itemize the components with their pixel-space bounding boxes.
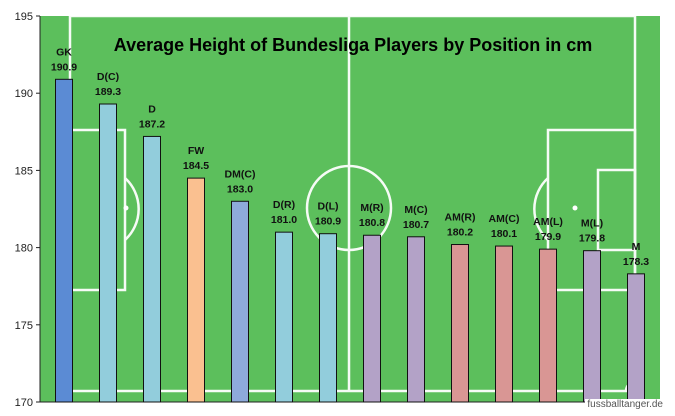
value-label: 179.9: [535, 231, 561, 243]
bar-fw: [187, 177, 205, 403]
category-label: DM(C): [225, 168, 256, 180]
y-tick-label: 190: [15, 88, 33, 100]
y-tick-labels: 170 175 180 185 190 195: [15, 11, 40, 409]
category-label: M: [632, 241, 641, 253]
category-label: D: [148, 103, 156, 115]
value-label: 180.9: [315, 216, 341, 228]
bar-m: [627, 273, 645, 403]
category-label: FW: [188, 145, 204, 157]
value-label: 179.8: [579, 233, 605, 245]
pitch-center-circle: [305, 164, 393, 252]
bar-d: [143, 135, 161, 403]
pitch-background: [40, 14, 660, 402]
category-label: M(R): [360, 202, 383, 214]
pitch-right-goal-area: [596, 168, 637, 252]
value-label: 184.5: [183, 160, 209, 172]
bar-am-r: [451, 244, 469, 403]
category-label: AM(C): [489, 213, 520, 225]
y-tick-label: 170: [15, 397, 33, 409]
bar-m-c: [407, 236, 425, 403]
bar-am-l: [539, 248, 557, 403]
bar-m-r: [363, 234, 381, 403]
category-label: D(L): [318, 201, 339, 213]
bar-labels: GK 190.9 D(C) 189.3 D 187.2 FW 184.5 DM(C) 183.0 D…: [51, 46, 649, 268]
value-label: 180.1: [491, 228, 517, 240]
value-label: 183.0: [227, 183, 253, 195]
bar-d-c: [99, 103, 117, 403]
chart-title: Average Height of Bundesliga Players by …: [114, 35, 592, 55]
value-label: 189.3: [95, 86, 121, 98]
value-label: 190.9: [51, 61, 77, 73]
bar-gk: [55, 78, 73, 403]
bar-d-l: [319, 233, 337, 403]
pitch-left-arc: [124, 177, 140, 241]
value-label: 187.2: [139, 118, 165, 130]
category-label: D(R): [273, 199, 295, 211]
pitch-right-penalty-spot: [572, 205, 578, 211]
category-label: M(C): [404, 204, 427, 216]
category-label: AM(R): [445, 212, 476, 224]
category-label: D(C): [97, 71, 119, 83]
bars: [55, 78, 645, 403]
pitch-left-penalty-spot: [123, 205, 129, 211]
value-label: 180.8: [359, 217, 385, 229]
value-label: 181.0: [271, 214, 297, 226]
category-label: AM(L): [533, 216, 563, 228]
bar-d-r: [275, 231, 293, 403]
y-tick-label: 175: [15, 320, 33, 332]
category-label: GK: [56, 46, 72, 58]
category-label: M(L): [581, 218, 603, 230]
value-label: 178.3: [623, 256, 649, 268]
bar-m-l: [583, 250, 601, 403]
bar-dm-c: [231, 200, 249, 403]
y-tick-label: 180: [15, 243, 33, 255]
y-tick-label: 185: [15, 165, 33, 177]
y-tick-label: 195: [15, 11, 33, 23]
watermark: fussballtanger.de: [585, 399, 665, 410]
pitch-right-arc: [533, 177, 549, 241]
bar-am-c: [495, 245, 513, 403]
value-label: 180.7: [403, 219, 429, 231]
value-label: 180.2: [447, 227, 473, 239]
